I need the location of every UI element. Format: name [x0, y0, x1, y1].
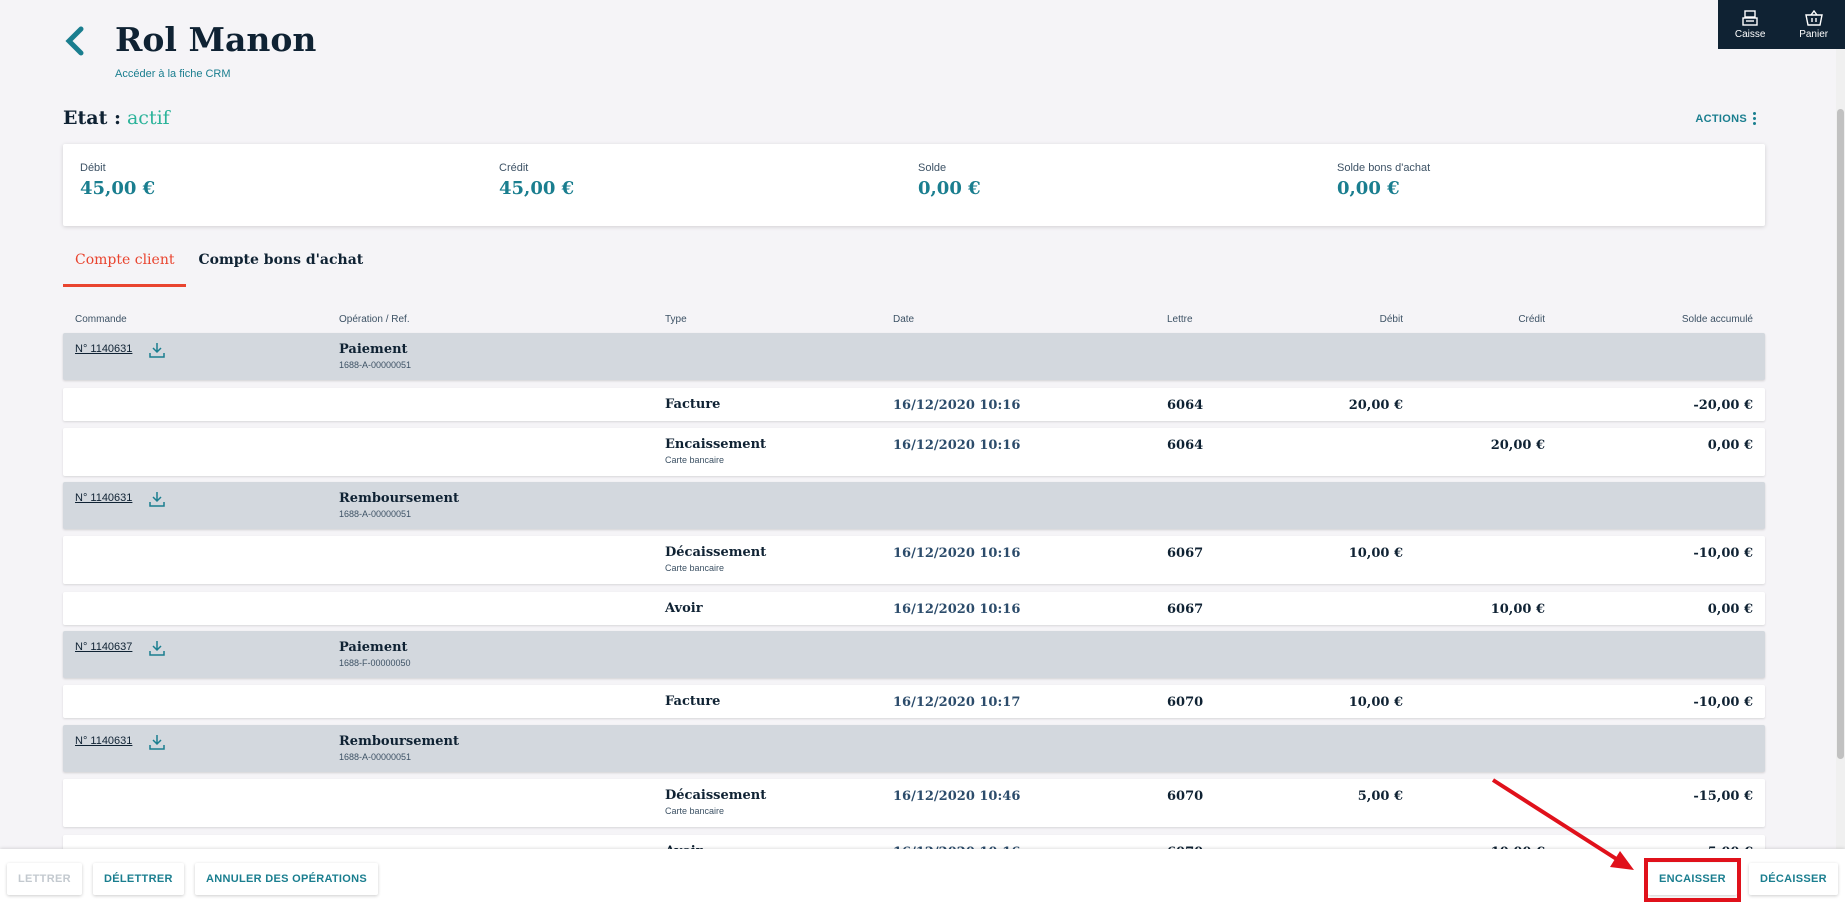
- scrollbar-thumb[interactable]: [1837, 109, 1844, 759]
- row-date: 16/12/2020 10:17: [893, 695, 1021, 710]
- download-icon[interactable]: [149, 342, 165, 358]
- tab-compte-bons-achat[interactable]: Compte bons d'achat: [198, 252, 364, 268]
- operation: Paiement 1688-F-00000050: [339, 640, 411, 668]
- kebab-icon: [1753, 112, 1756, 125]
- summary-card: Débit 45,00 € Crédit 45,00 € Solde 0,00 …: [63, 144, 1765, 226]
- scrollbar[interactable]: [1836, 49, 1845, 859]
- row-solde: -10,00 €: [1693, 695, 1753, 710]
- row-type: Facture: [665, 694, 721, 709]
- cash-register-icon: [1742, 9, 1758, 26]
- col-credit: Crédit: [1518, 314, 1545, 325]
- panier-label: Panier: [1799, 28, 1829, 40]
- col-date: Date: [893, 314, 915, 325]
- tab-compte-client[interactable]: Compte client: [63, 242, 187, 287]
- col-solde: Solde accumulé: [1681, 314, 1753, 325]
- actions-menu[interactable]: ACTIONS: [1695, 112, 1756, 125]
- crm-link[interactable]: Accéder à la fiche CRM: [115, 68, 231, 80]
- table-row[interactable]: Avoir 16/12/2020 10:16 6067 10,00 € 0,00…: [63, 592, 1765, 625]
- basket-icon: [1804, 9, 1823, 26]
- row-date: 16/12/2020 10:46: [893, 789, 1021, 804]
- row-type: Encaissement Carte bancaire: [665, 437, 767, 465]
- order-link[interactable]: N° 1140637: [75, 641, 133, 653]
- summary-credit: Crédit 45,00 €: [499, 162, 575, 199]
- summary-solde-bons: Solde bons d'achat 0,00 €: [1337, 162, 1431, 199]
- order-link[interactable]: N° 1140631: [75, 492, 133, 504]
- row-lettre: 6064: [1167, 438, 1204, 453]
- row-credit: 10,00 €: [1490, 602, 1545, 617]
- table-row[interactable]: Facture 16/12/2020 10:16 6064 20,00 € -2…: [63, 388, 1765, 421]
- row-lettre: 6070: [1167, 695, 1204, 710]
- table-header: Commande Opération / Ref. Type Date Lett…: [63, 314, 1765, 328]
- row-lettre: 6067: [1167, 546, 1204, 561]
- table-row-group[interactable]: N° 1140631 Paiement 1688-A-00000051: [63, 333, 1765, 380]
- table-row[interactable]: Facture 16/12/2020 10:17 6070 10,00 € -1…: [63, 685, 1765, 718]
- download-icon[interactable]: [149, 491, 165, 507]
- col-debit: Débit: [1379, 314, 1403, 325]
- row-lettre: 6067: [1167, 602, 1204, 617]
- row-type: Décaissement Carte bancaire: [665, 545, 767, 573]
- page-title: Rol Manon: [115, 20, 317, 59]
- download-icon[interactable]: [149, 640, 165, 656]
- lettrer-button[interactable]: LETTRER: [7, 863, 82, 895]
- status-label: Etat :: [63, 107, 121, 129]
- row-type: Avoir: [665, 601, 703, 616]
- table-row-group[interactable]: N° 1140631 Remboursement 1688-A-00000051: [63, 482, 1765, 529]
- col-commande: Commande: [75, 314, 127, 325]
- row-debit: 10,00 €: [1348, 546, 1403, 561]
- back-chevron-icon[interactable]: [64, 26, 88, 56]
- top-widget: Caisse Panier: [1718, 0, 1845, 49]
- status-value: actif: [126, 107, 170, 129]
- row-type: Décaissement Carte bancaire: [665, 788, 767, 816]
- decaisser-button[interactable]: DÉCAISSER: [1749, 863, 1838, 895]
- table-row-group[interactable]: N° 1140637 Paiement 1688-F-00000050: [63, 631, 1765, 678]
- col-type: Type: [665, 314, 687, 325]
- caisse-button[interactable]: Caisse: [1734, 9, 1766, 40]
- footer-action-bar: LETTRER DÉLETTRER ANNULER DES OPÉRATIONS…: [0, 849, 1845, 908]
- table-row[interactable]: Décaissement Carte bancaire 16/12/2020 10…: [63, 536, 1765, 584]
- row-solde: -15,00 €: [1693, 789, 1753, 804]
- row-date: 16/12/2020 10:16: [893, 602, 1021, 617]
- row-debit: 10,00 €: [1348, 695, 1403, 710]
- annotation-highlight-box: [1644, 858, 1741, 902]
- order-link[interactable]: N° 1140631: [75, 735, 133, 747]
- download-icon[interactable]: [149, 734, 165, 750]
- row-solde: 0,00 €: [1707, 602, 1753, 617]
- col-operation: Opération / Ref.: [339, 314, 410, 325]
- row-date: 16/12/2020 10:16: [893, 438, 1021, 453]
- row-solde: 0,00 €: [1707, 438, 1753, 453]
- row-date: 16/12/2020 10:16: [893, 546, 1021, 561]
- col-lettre: Lettre: [1167, 314, 1193, 325]
- row-solde: -20,00 €: [1693, 398, 1753, 413]
- table-row[interactable]: Encaissement Carte bancaire 16/12/2020 10…: [63, 428, 1765, 476]
- summary-debit: Débit 45,00 €: [80, 162, 156, 199]
- table-row[interactable]: Décaissement Carte bancaire 16/12/2020 10…: [63, 779, 1765, 827]
- operation: Remboursement 1688-A-00000051: [339, 734, 459, 762]
- row-type: Facture: [665, 397, 721, 412]
- row-debit: 5,00 €: [1357, 789, 1403, 804]
- row-lettre: 6070: [1167, 789, 1204, 804]
- row-lettre: 6064: [1167, 398, 1204, 413]
- row-credit: 20,00 €: [1490, 438, 1545, 453]
- encaisser-button[interactable]: ENCAISSER: [1648, 863, 1737, 895]
- delettrer-button[interactable]: DÉLETTRER: [93, 863, 184, 895]
- row-date: 16/12/2020 10:16: [893, 398, 1021, 413]
- annuler-operations-button[interactable]: ANNULER DES OPÉRATIONS: [195, 863, 379, 895]
- operation: Paiement 1688-A-00000051: [339, 342, 412, 370]
- operation: Remboursement 1688-A-00000051: [339, 491, 459, 519]
- caisse-label: Caisse: [1734, 28, 1766, 40]
- actions-label: ACTIONS: [1695, 112, 1747, 125]
- order-link[interactable]: N° 1140631: [75, 343, 133, 355]
- row-debit: 20,00 €: [1348, 398, 1403, 413]
- table-row-group[interactable]: N° 1140631 Remboursement 1688-A-00000051: [63, 725, 1765, 772]
- row-solde: -10,00 €: [1693, 546, 1753, 561]
- summary-solde: Solde 0,00 €: [918, 162, 981, 199]
- tabs: Compte client Compte bons d'achat: [63, 242, 375, 287]
- status-line: Etat : actif: [63, 107, 170, 129]
- panier-button[interactable]: Panier: [1799, 9, 1829, 40]
